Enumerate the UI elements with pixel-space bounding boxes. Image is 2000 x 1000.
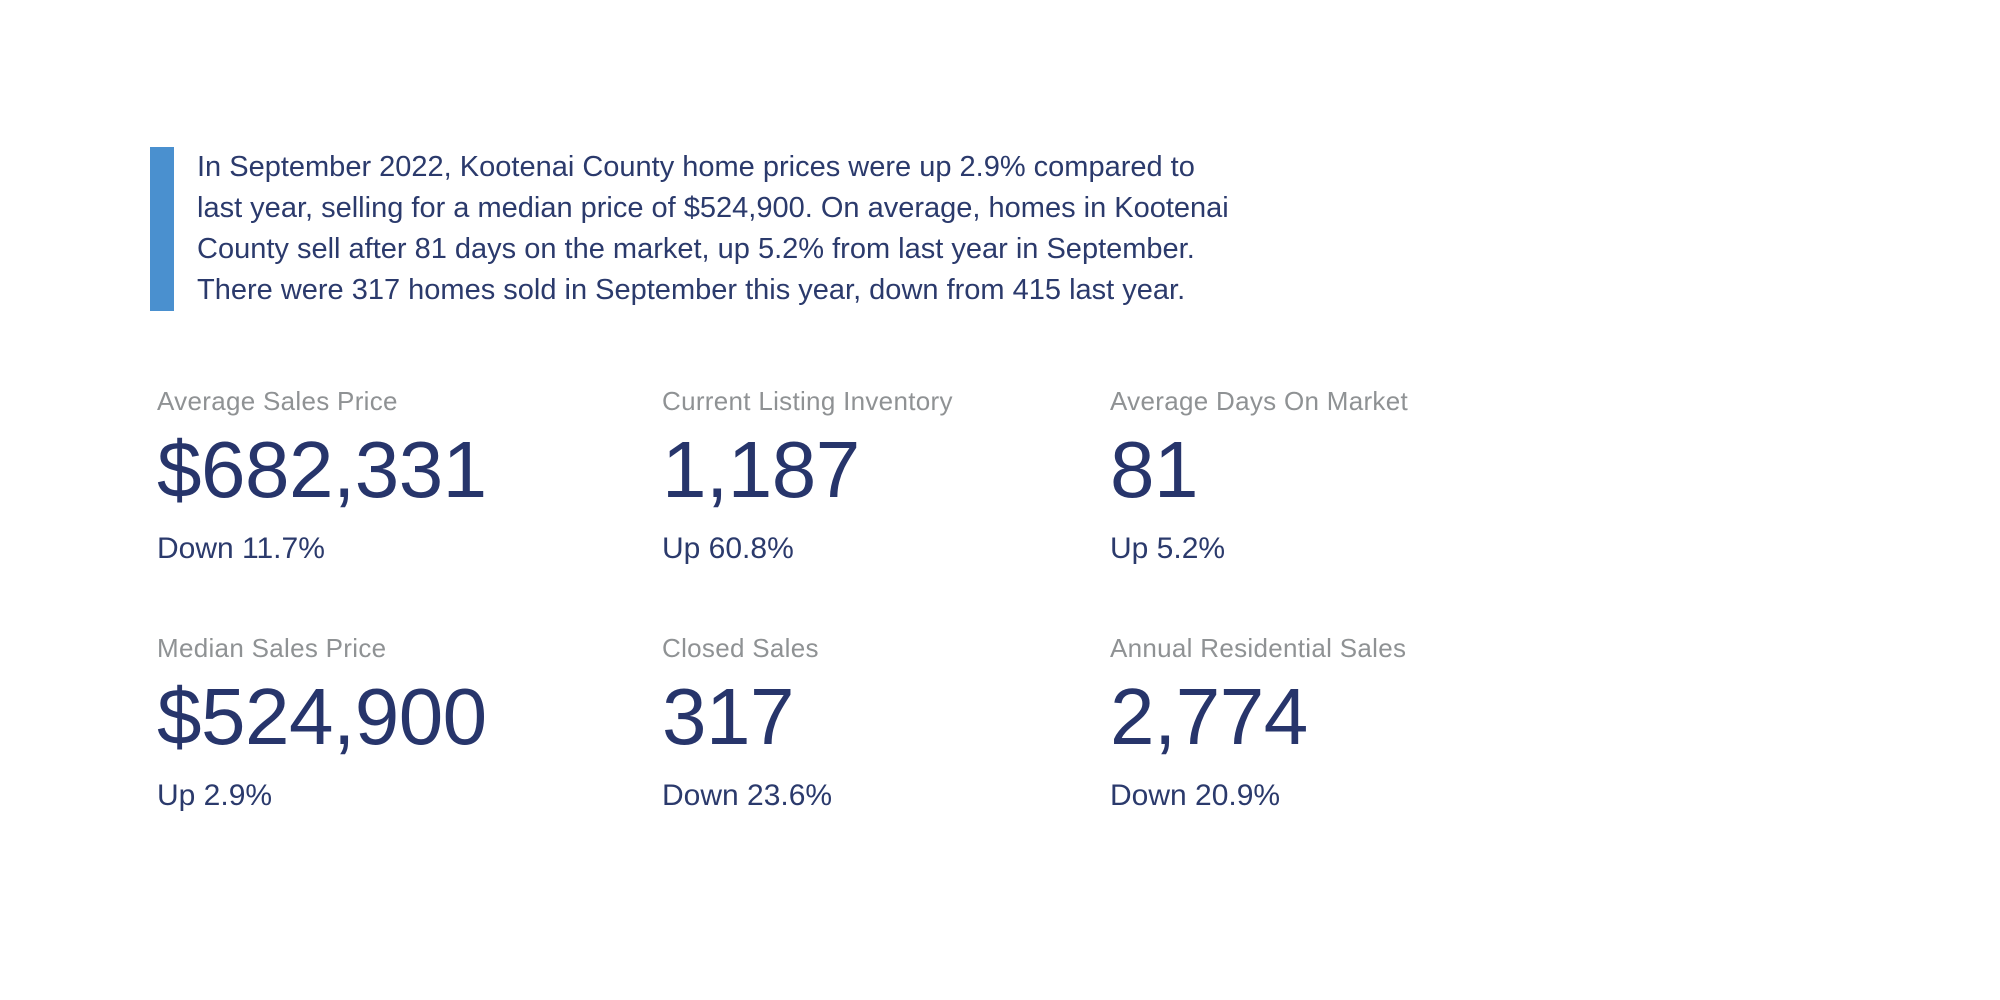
stat-value: $682,331 [157, 425, 487, 514]
stat-label: Annual Residential Sales [1110, 633, 1407, 663]
stat-change: Down 11.7% [157, 532, 325, 565]
stats-grid: Average Sales Price $682,331 Down 11.7% … [157, 388, 1408, 811]
stat-change: Up 60.8% [662, 532, 794, 565]
stat-change: Down 23.6% [662, 779, 833, 812]
stat-value: 317 [662, 672, 794, 761]
stat-change: Up 5.2% [1110, 532, 1226, 565]
summary-text: In September 2022, Kootenai County home … [197, 147, 1229, 311]
stat-card-average-days-on-market: Average Days On Market 81 Up 5.2% [1110, 388, 1408, 564]
stat-label: Average Days On Market [1110, 386, 1409, 416]
stat-label: Current Listing Inventory [662, 386, 953, 416]
stat-value: 81 [1110, 425, 1198, 514]
stat-label: Average Sales Price [157, 386, 398, 416]
stat-label: Median Sales Price [157, 633, 387, 663]
summary-line: County sell after 81 days on the market,… [197, 233, 1195, 265]
accent-bar [150, 147, 174, 311]
stat-card-closed-sales: Closed Sales 317 Down 23.6% [662, 635, 1110, 811]
stat-value: 1,187 [662, 425, 860, 514]
market-summary-quote: In September 2022, Kootenai County home … [150, 147, 1229, 311]
stat-value: 2,774 [1110, 672, 1308, 761]
stat-card-average-sales-price: Average Sales Price $682,331 Down 11.7% [157, 388, 662, 564]
summary-line: last year, selling for a median price of… [197, 192, 1229, 224]
stat-change: Down 20.9% [1110, 779, 1281, 812]
stat-card-median-sales-price: Median Sales Price $524,900 Up 2.9% [157, 635, 662, 811]
stat-change: Up 2.9% [157, 779, 273, 812]
stat-value: $524,900 [157, 672, 487, 761]
stat-label: Closed Sales [662, 633, 819, 663]
stat-card-annual-residential-sales: Annual Residential Sales 2,774 Down 20.9… [1110, 635, 1408, 811]
summary-line: In September 2022, Kootenai County home … [197, 151, 1195, 183]
summary-line: There were 317 homes sold in September t… [197, 274, 1186, 306]
stat-card-current-listing-inventory: Current Listing Inventory 1,187 Up 60.8% [662, 388, 1110, 564]
